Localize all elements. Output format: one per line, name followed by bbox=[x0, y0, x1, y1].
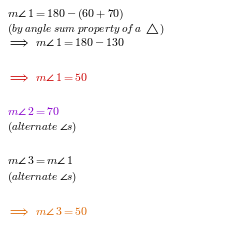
Text: $(alternate\; \angle s)$: $(alternate\; \angle s)$ bbox=[7, 169, 77, 184]
Text: $m\angle\, 1 = 180 - (60 + 70)$: $m\angle\, 1 = 180 - (60 + 70)$ bbox=[7, 6, 124, 21]
Text: $(by\; angle\; sum\; property\; of\; a\; \triangle)$: $(by\; angle\; sum\; property\; of\; a\;… bbox=[7, 21, 164, 37]
Text: $\Longrightarrow\;\; m\angle\, 3 = 50$: $\Longrightarrow\;\; m\angle\, 3 = 50$ bbox=[7, 204, 88, 217]
Text: $\Longrightarrow\;\; m\angle\, 1 = 50$: $\Longrightarrow\;\; m\angle\, 1 = 50$ bbox=[7, 71, 88, 83]
Text: $m\angle\, 2 = 70$: $m\angle\, 2 = 70$ bbox=[7, 105, 59, 117]
Text: $m\angle\, 3 = m\angle\, 1$: $m\angle\, 3 = m\angle\, 1$ bbox=[7, 154, 73, 167]
Text: $\Longrightarrow\;\; m\angle\, 1 = 180 - 130$: $\Longrightarrow\;\; m\angle\, 1 = 180 -… bbox=[7, 37, 124, 49]
Text: $(alternate\; \angle s)$: $(alternate\; \angle s)$ bbox=[7, 120, 77, 135]
